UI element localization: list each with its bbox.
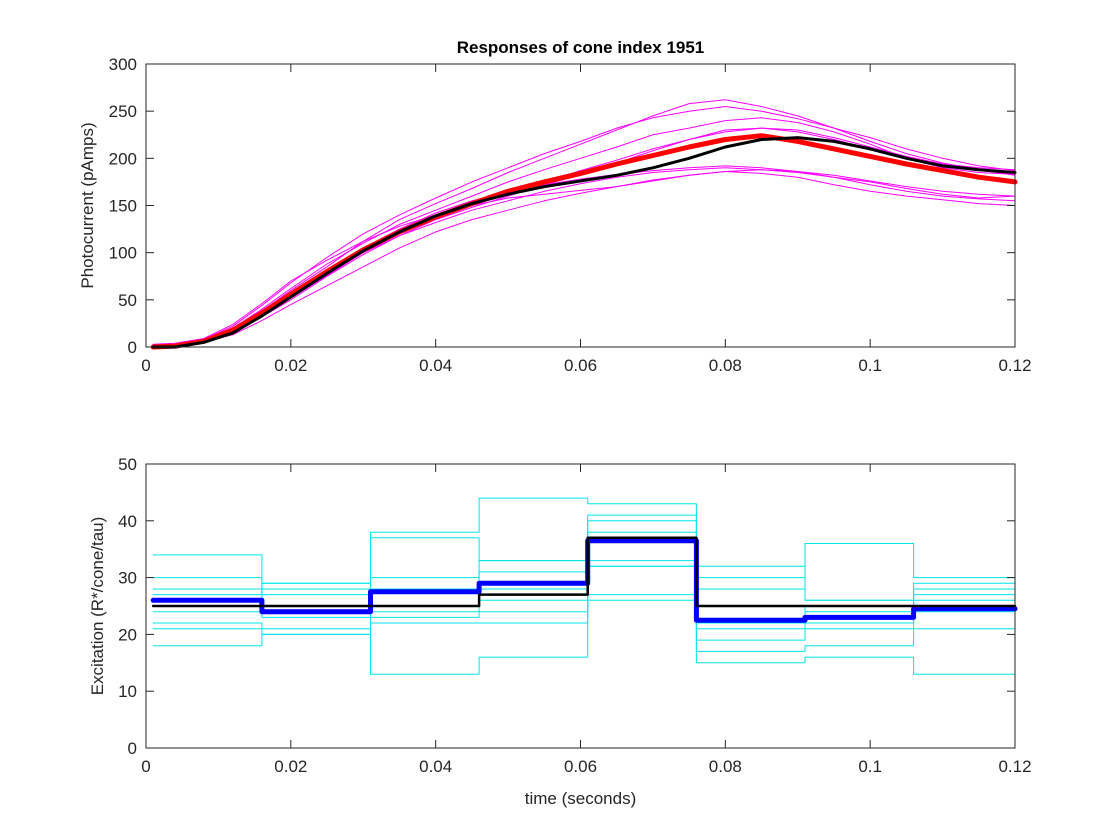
series-trial-line-8 (152, 599, 1016, 675)
y-tick-label: 100 (109, 244, 137, 263)
y-axis-label: Excitation (R*/cone/tau) (88, 517, 107, 696)
x-tick-label: 0.04 (419, 356, 452, 375)
chart-title: Responses of cone index 1951 (457, 38, 705, 57)
x-tick-label: 0.12 (998, 757, 1031, 776)
x-axis-label: time (seconds) (525, 789, 636, 808)
x-tick-label: 0.12 (998, 356, 1031, 375)
photocurrent-axes: 0 0.02 0.04 0.06 0.08 0.1 0.12 0 50 100 150 200 250 3… (78, 38, 1032, 375)
y-tick-label: 40 (118, 512, 137, 531)
y-axis-label: Photocurrent (pAmps) (78, 122, 97, 288)
y-tick-label: 150 (109, 197, 137, 216)
y-tick-label: 30 (118, 569, 137, 588)
series-trial-line-6 (152, 169, 1016, 348)
y-tick-label: 50 (118, 455, 137, 474)
y-tick-label: 20 (118, 625, 137, 644)
x-tick-label: 0.08 (709, 757, 742, 776)
y-tick-label: 0 (128, 338, 137, 357)
y-tick-label: 0 (128, 739, 137, 758)
excitation-axes: 0 0.02 0.04 0.06 0.08 0.1 0.12 0 10 20 30 40 50 Exci… (88, 455, 1032, 808)
series-trial-line-1 (152, 106, 1016, 346)
x-tick-label: 0.1 (858, 757, 882, 776)
x-tick-label: 0.06 (564, 757, 597, 776)
y-tick-label: 50 (118, 291, 137, 310)
x-tick-label: 0.08 (709, 356, 742, 375)
series-trial-line-2 (152, 117, 1016, 348)
series-noise-free-line-10 (151, 136, 1017, 349)
series-noise-free-line-10 (151, 536, 1017, 608)
x-tick-label: 0.02 (274, 757, 307, 776)
series-mean-line-9 (150, 133, 1018, 350)
y-tick-label: 10 (118, 682, 137, 701)
y-tick-label: 200 (109, 149, 137, 168)
y-tick-label: 250 (109, 102, 137, 121)
x-tick-label: 0 (141, 757, 150, 776)
y-tick-label: 300 (109, 55, 137, 74)
x-tick-label: 0 (141, 356, 150, 375)
x-tick-label: 0.06 (564, 356, 597, 375)
x-tick-label: 0.02 (274, 356, 307, 375)
x-tick-label: 0.04 (419, 757, 452, 776)
x-tick-label: 0.1 (858, 356, 882, 375)
